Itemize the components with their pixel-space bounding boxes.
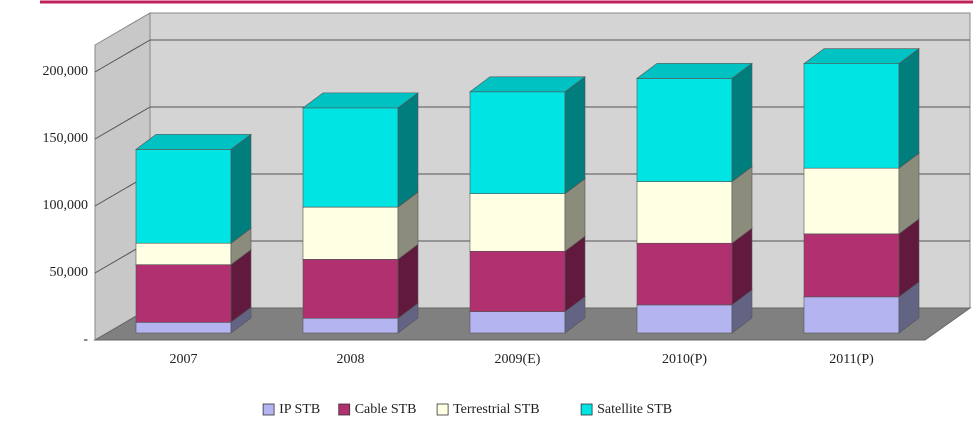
bar (803, 296, 900, 334)
legend-label: IP STB (279, 402, 320, 417)
legend-label: Satellite STB (597, 402, 672, 417)
grid-line (94, 39, 151, 73)
legend-label: Terrestrial STB (453, 402, 539, 417)
y-tick-label: - (83, 332, 88, 347)
bar-side (898, 48, 920, 169)
bar (469, 250, 566, 312)
bar (803, 63, 900, 169)
x-tick-label: 2011(P) (829, 352, 874, 367)
bar-top (135, 134, 252, 150)
legend-label: Cable STB (355, 402, 417, 417)
x-tick-label: 2009(E) (495, 352, 541, 367)
bar (135, 321, 232, 334)
bar-side (230, 133, 252, 244)
bar-side (564, 76, 586, 195)
bar (135, 242, 232, 265)
y-tick-label: 100,000 (43, 198, 89, 213)
bar-side (731, 62, 753, 183)
bar (302, 317, 399, 334)
bar (302, 206, 399, 260)
bar (135, 264, 232, 323)
bar-top (803, 48, 920, 64)
y-tick-label: 150,000 (43, 131, 89, 146)
bar (803, 233, 900, 298)
bar-top (636, 63, 753, 79)
bar-top (469, 76, 586, 93)
bar (803, 167, 900, 235)
bar-top (302, 92, 419, 109)
bar (636, 181, 733, 244)
y-tick-label: 50,000 (50, 265, 89, 280)
x-tick-label: 2010(P) (662, 352, 707, 367)
bar (636, 78, 733, 182)
grid-line (94, 106, 151, 140)
legend-swatch (436, 403, 449, 416)
bar (135, 149, 232, 244)
bar (302, 107, 399, 208)
bar (469, 193, 566, 252)
bar-side (397, 92, 419, 208)
bar (302, 258, 399, 319)
bar (636, 304, 733, 334)
legend-swatch (338, 403, 351, 416)
legend-swatch (262, 403, 275, 416)
bar (469, 91, 566, 194)
x-tick-label: 2008 (337, 352, 365, 367)
x-tick-label: 2007 (170, 352, 198, 367)
y-tick-label: 200,000 (43, 64, 89, 79)
bar (636, 242, 733, 306)
legend-swatch (580, 403, 593, 416)
bar (469, 311, 566, 334)
